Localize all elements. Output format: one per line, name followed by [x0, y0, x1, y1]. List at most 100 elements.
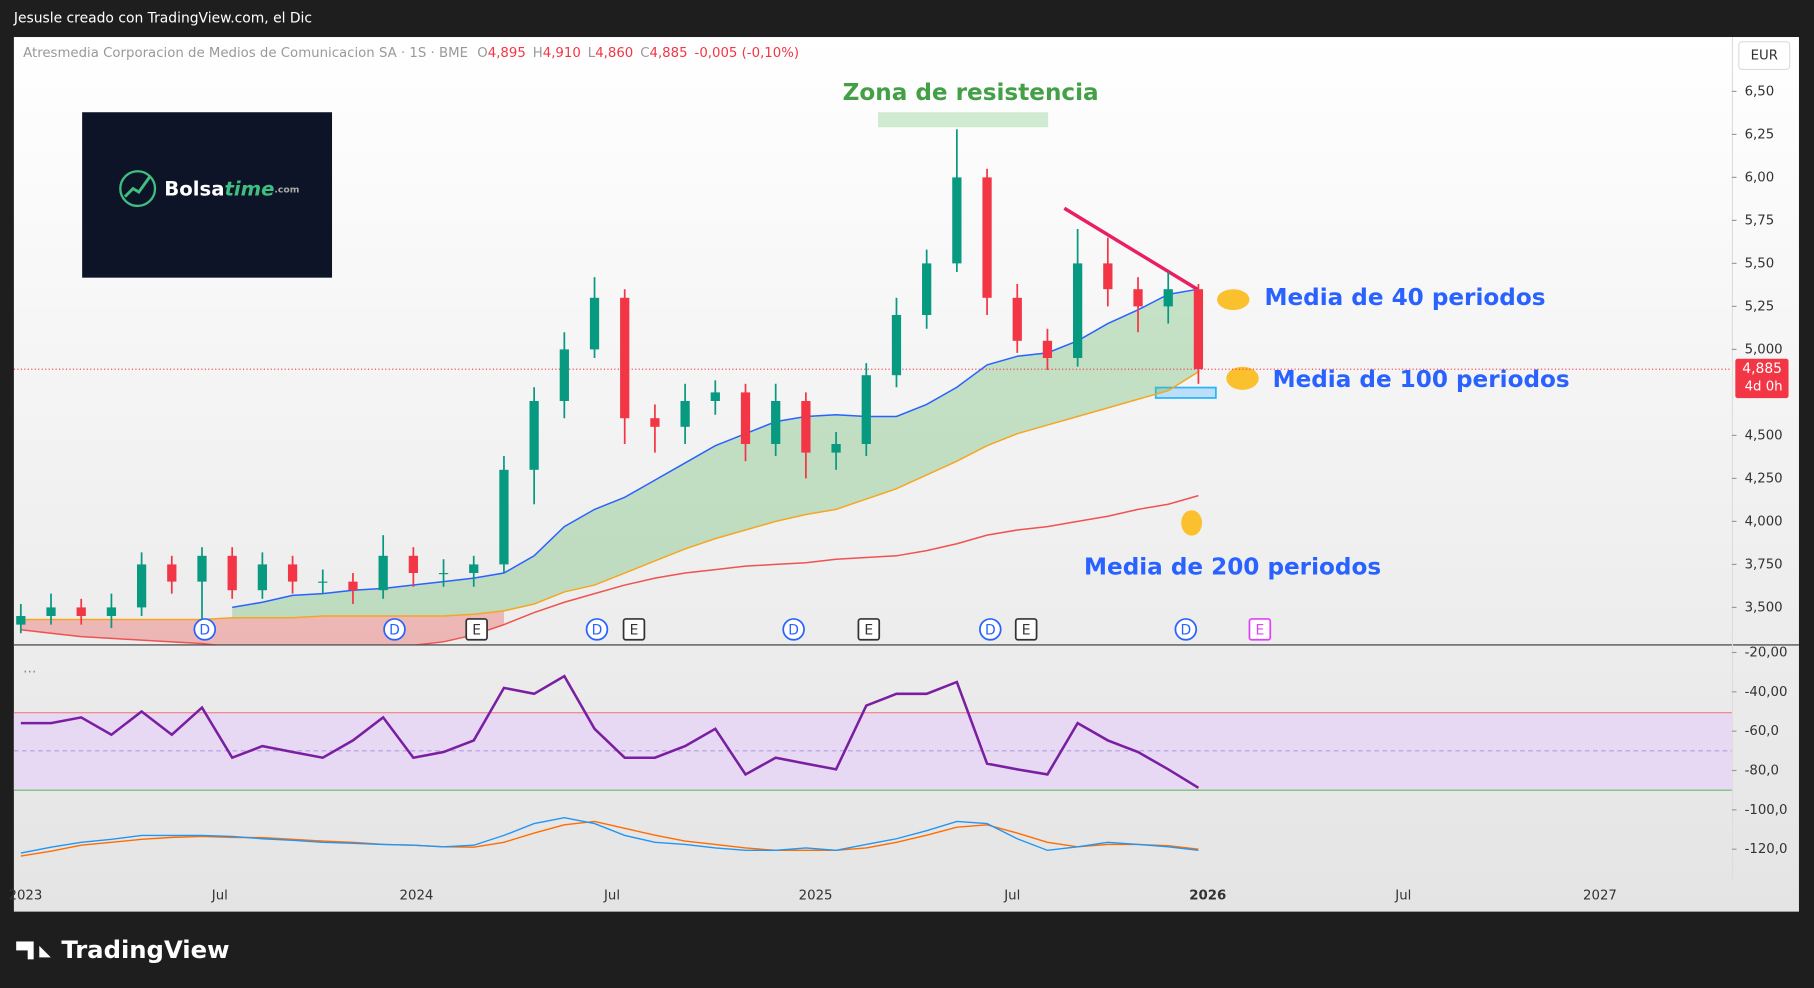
candle-body — [378, 555, 388, 591]
event-marker — [1174, 618, 1198, 641]
annotation: Media de 100 periodos — [1273, 367, 1570, 393]
annotation: Zona de resistencia — [843, 80, 1099, 106]
candle-body — [136, 564, 147, 608]
event-label: E — [1255, 623, 1264, 639]
candle-body — [287, 564, 298, 582]
y2-tick-label: -100,0 — [1745, 803, 1788, 818]
candle-body — [1193, 289, 1204, 370]
time-label: 2027 — [1583, 888, 1617, 903]
last-price-label: 4,885 — [1742, 361, 1782, 377]
support-box — [1154, 386, 1217, 399]
candle-body — [469, 564, 479, 574]
candle-body — [801, 401, 811, 453]
event-label: E — [630, 623, 639, 639]
y2-tick-label: -20,00 — [1745, 645, 1788, 660]
y-tick-label: 3,500 — [1745, 600, 1783, 615]
candle-body — [408, 555, 418, 574]
candle-body — [197, 555, 207, 582]
candle-body — [257, 564, 268, 591]
logo-text: Bolsatime.com — [164, 177, 299, 200]
candle-body — [740, 392, 751, 445]
trendline — [1063, 206, 1199, 291]
candle-body — [922, 263, 932, 315]
resistance-zone — [878, 112, 1049, 128]
annotation: Media de 40 periodos — [1264, 285, 1545, 311]
time-label: Jul — [1003, 888, 1020, 903]
event-label: D — [985, 623, 996, 639]
candle-body — [831, 444, 841, 453]
l-key: L — [588, 46, 596, 61]
time-label: Jul — [1394, 888, 1411, 903]
h-val: 4,910 — [543, 46, 581, 61]
y-tick-label: 4,000 — [1745, 514, 1783, 529]
candle-body — [318, 581, 328, 583]
event-label: E — [1022, 623, 1031, 639]
hand-icon — [1181, 510, 1203, 536]
moving-average — [20, 494, 1199, 645]
candle-body — [106, 607, 117, 617]
footer-icon: ▀▌◣ — [15, 940, 51, 959]
candle-body — [982, 177, 992, 298]
candle-body — [348, 581, 358, 591]
candle-body — [167, 564, 177, 582]
candle-body — [891, 314, 902, 376]
event-marker — [1248, 618, 1272, 641]
o-val: 4,895 — [488, 46, 526, 61]
c-key: C — [640, 46, 649, 61]
candle-body — [1042, 340, 1053, 358]
event-label: E — [864, 623, 873, 639]
currency[interactable]: EUR — [1751, 49, 1778, 64]
y-tick-label: 3,750 — [1745, 557, 1783, 572]
moving-average — [20, 371, 1199, 621]
footer-brand: TradingView — [61, 935, 229, 964]
event-marker — [465, 618, 488, 641]
candle-body — [710, 392, 720, 402]
event-label: D — [199, 623, 210, 639]
candle-body — [1073, 263, 1083, 358]
event-marker — [979, 618, 1002, 641]
event-marker — [782, 618, 805, 641]
h-key: H — [533, 46, 543, 61]
time-label: 2026 — [1189, 888, 1226, 903]
logo-part1: Bolsa — [164, 177, 224, 200]
symbol: Atresmedia Corporacion de Medios de Comu… — [23, 46, 468, 61]
y2-tick-label: -120,0 — [1745, 842, 1788, 857]
logo-icon — [119, 170, 157, 208]
candle-body — [1012, 297, 1022, 341]
y-tick-label: 5,25 — [1745, 299, 1775, 314]
event-marker — [383, 618, 406, 641]
currency-button[interactable] — [1738, 41, 1791, 71]
event-marker — [585, 618, 609, 641]
candle-body — [771, 401, 781, 445]
oscillator-pane — [20, 674, 1200, 857]
last-price-box — [1735, 358, 1789, 399]
y-tick-label: 6,25 — [1745, 127, 1775, 142]
legend-dots[interactable]: ... — [23, 661, 36, 677]
legend-header: Atresmedia Corporacion de Medios de Comu… — [23, 46, 799, 61]
y-tick-label: 4,500 — [1745, 428, 1783, 443]
y-tick-label: 5,50 — [1745, 256, 1775, 271]
candle-body — [952, 177, 962, 264]
countdown: 4d 0h — [1745, 380, 1783, 395]
macd-line — [20, 816, 1199, 854]
candle-body — [529, 401, 539, 470]
candle-body — [1163, 289, 1173, 307]
logo-part2: time — [224, 177, 274, 200]
y2-tick-label: -40,00 — [1745, 685, 1788, 700]
l-val: 4,860 — [595, 46, 633, 61]
event-marker — [622, 618, 646, 641]
time-label: 2024 — [400, 888, 434, 903]
o-key: O — [477, 46, 487, 61]
moving-average — [232, 288, 1199, 609]
event-marker — [193, 618, 217, 641]
logo-arrow — [123, 175, 152, 198]
candle-body — [620, 297, 630, 419]
y-tick-label: 6,50 — [1745, 84, 1775, 99]
candle-body — [499, 469, 509, 565]
event-label: D — [592, 623, 603, 639]
y-tick-label: 4,250 — [1745, 471, 1783, 486]
time-label: 2023 — [9, 888, 43, 903]
logo-box — [82, 112, 333, 278]
time-label: 2025 — [799, 888, 833, 903]
